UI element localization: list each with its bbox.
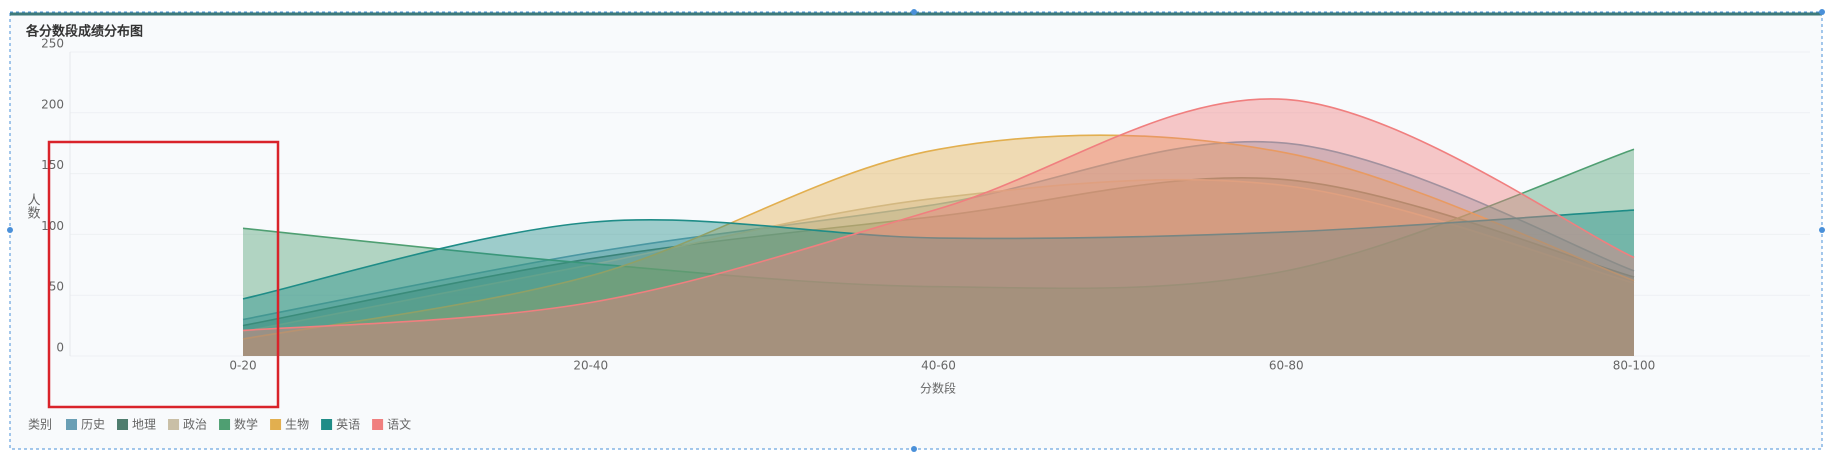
legend-title: 类别: [28, 418, 52, 432]
legend-swatch[interactable]: [219, 419, 231, 430]
handle: [7, 227, 13, 233]
legend-swatch[interactable]: [66, 419, 77, 430]
y-tick-label: 200: [41, 97, 64, 111]
area: [243, 177, 1634, 356]
legend-swatch[interactable]: [321, 419, 333, 430]
chart-title: 各分数段成绩分布图: [25, 24, 143, 40]
area: [243, 179, 1634, 356]
legend-label[interactable]: 语文: [387, 417, 411, 432]
legend-swatch[interactable]: [372, 419, 384, 430]
handle: [911, 9, 917, 15]
line: [242, 98, 1635, 332]
x-axis-label: 分数段: [920, 381, 956, 396]
x-tick-label: 60-80: [1269, 359, 1304, 373]
x-tick-label: 80-100: [1613, 359, 1656, 373]
line: [242, 140, 1635, 321]
y-axis-label: 人数: [25, 193, 41, 219]
x-tick-label: 0-20: [229, 359, 256, 373]
y-tick-label: 0: [56, 341, 64, 355]
legend-label[interactable]: 地理: [132, 418, 156, 432]
handle: [1819, 9, 1825, 15]
line: [242, 209, 1635, 300]
x-tick-label: 40-60: [921, 359, 956, 373]
y-tick-label: 50: [49, 280, 64, 294]
y-tick-label: 150: [41, 158, 64, 172]
legend-label[interactable]: 政治: [183, 418, 207, 432]
line: [242, 148, 1635, 290]
x-tick-label: 20-40: [573, 359, 608, 373]
handle: [911, 446, 917, 452]
legend-swatch[interactable]: [270, 419, 282, 430]
area: [243, 98, 1634, 356]
line: [242, 178, 1635, 333]
legend-swatch[interactable]: [117, 419, 129, 430]
area: [243, 149, 1634, 356]
y-tick-label: 250: [41, 37, 64, 51]
legend-label[interactable]: 历史: [81, 418, 105, 432]
area: [243, 135, 1634, 356]
editor-frame: [9, 11, 1823, 450]
handle: [1819, 227, 1825, 233]
legend-label[interactable]: 数学: [234, 417, 258, 432]
legend-label[interactable]: 生物: [285, 418, 309, 432]
legend-swatch[interactable]: [168, 419, 180, 430]
legend-label[interactable]: 英语: [336, 418, 360, 432]
y-tick-label: 100: [41, 219, 64, 233]
highlight-box: [47, 140, 280, 409]
area: [243, 210, 1634, 356]
line: [242, 177, 1635, 327]
line: [242, 134, 1635, 340]
